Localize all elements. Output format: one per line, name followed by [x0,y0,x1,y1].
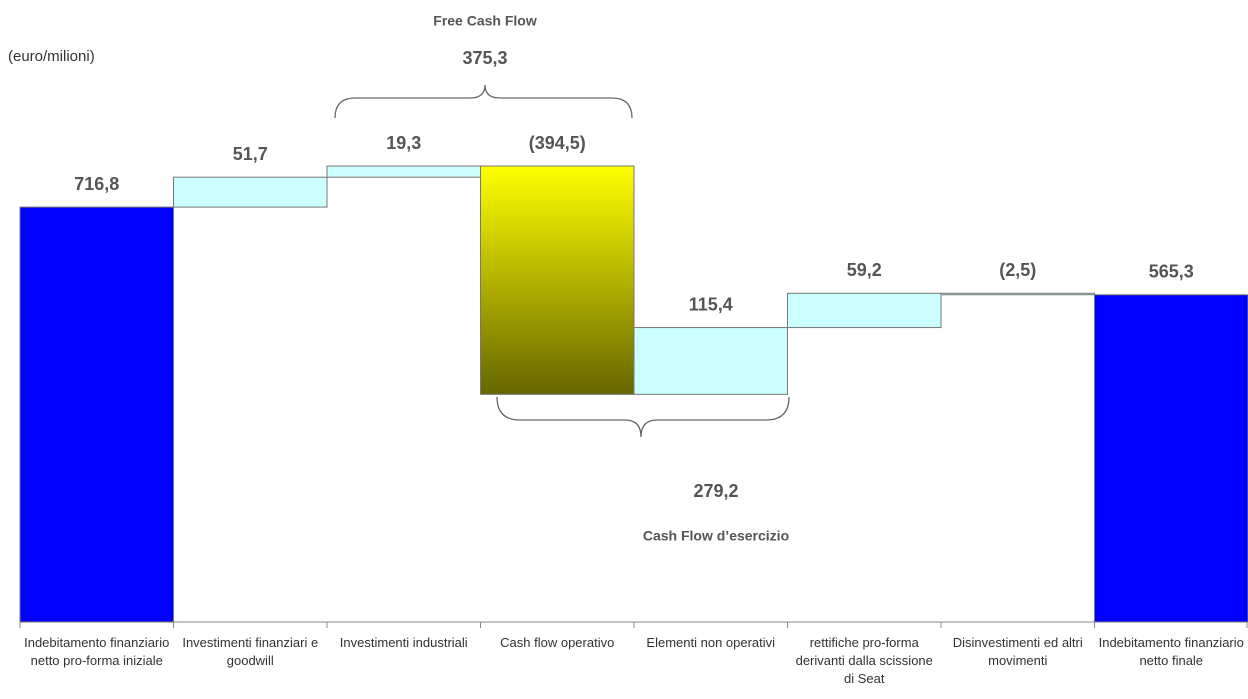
bar [480,165,635,395]
value-label: 59,2 [847,260,882,280]
unit-label: (euro/milioni) [8,48,95,65]
bar [1094,294,1248,623]
brace [334,84,633,119]
bar [19,206,174,623]
x-tick-label: Cash flow operativo [500,635,615,650]
bar [940,292,1095,296]
annotation-title: Cash Flow d’esercizio [643,528,789,544]
value-label: 51,7 [233,144,268,164]
brace [496,396,790,438]
x-tick-label: Investimenti finanziari e goodwill [182,635,319,668]
annotation-value: 279,2 [693,481,738,501]
value-label: 19,3 [386,133,421,153]
x-tick-label: Elementi non operativi [646,635,776,650]
x-tick-label: Investimenti industriali [339,635,468,650]
value-label: (394,5) [529,133,586,153]
x-tick-label: rettifiche pro-forma derivanti dalla sci… [795,635,933,686]
bar [787,292,942,329]
bar [633,327,788,395]
x-tick-label: Indebitamento finanziario netto finale [1098,635,1244,668]
x-tick-label: Disinvestimenti ed altri movimenti [952,635,1083,668]
value-label: 716,8 [74,174,119,194]
value-label: 565,3 [1149,262,1194,282]
annotation-title: Free Cash Flow [433,13,537,29]
annotation-value: 375,3 [462,48,507,68]
value-label: (2,5) [999,260,1036,280]
bar [326,165,481,178]
bar [173,176,328,208]
x-tick-label: Indebitamento finanziario netto pro-form… [24,635,170,668]
value-label: 115,4 [689,294,733,314]
